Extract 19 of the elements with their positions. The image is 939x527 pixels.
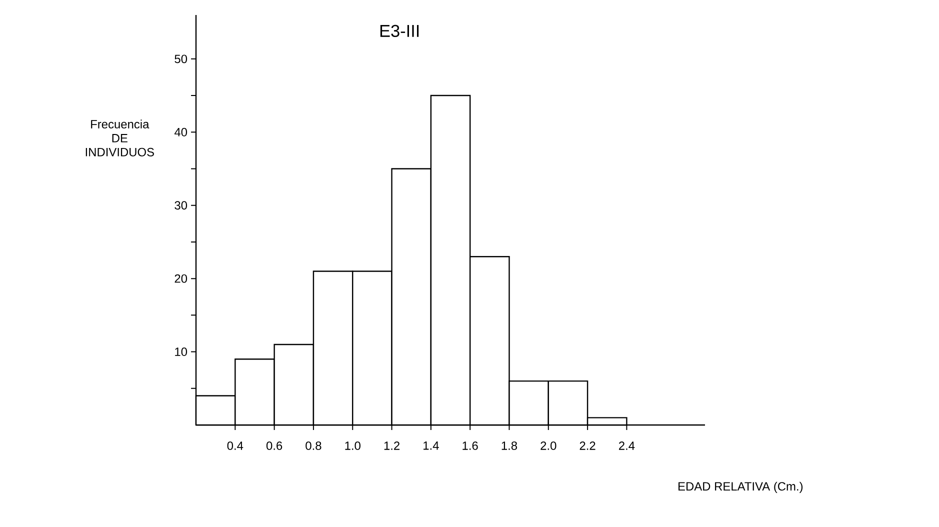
x-tick-label: 1.0 — [345, 441, 360, 450]
y-tick-label: 20 — [174, 274, 188, 283]
y-tick-label: 50 — [174, 54, 188, 64]
x-tick-label: 1.2 — [384, 441, 400, 450]
x-tick-label: 0.6 — [266, 441, 282, 450]
x-tick-label: 0.8 — [306, 441, 322, 450]
y-tick-label: 40 — [174, 128, 188, 136]
x-axis-title: EDAD RELATIVA (Cm.) — [678, 482, 803, 493]
x-tick-label: 1.4 — [424, 441, 439, 450]
y-tick-label: 10 — [175, 348, 188, 356]
x-tick-label: 0.4 — [227, 441, 244, 450]
x-tick-label: 2.2 — [580, 441, 596, 450]
y-tick-label: 30 — [174, 201, 188, 210]
x-tick-label: 2.0 — [540, 441, 556, 450]
chart-title: E3-III — [380, 24, 419, 38]
x-tick-label: 2.4 — [618, 441, 635, 450]
x-tick-label: 1.8 — [502, 441, 518, 450]
x-tick-label: 1.6 — [462, 441, 478, 450]
y-axis-title: Frecuencia DE INDIVIDUOS — [86, 120, 154, 156]
